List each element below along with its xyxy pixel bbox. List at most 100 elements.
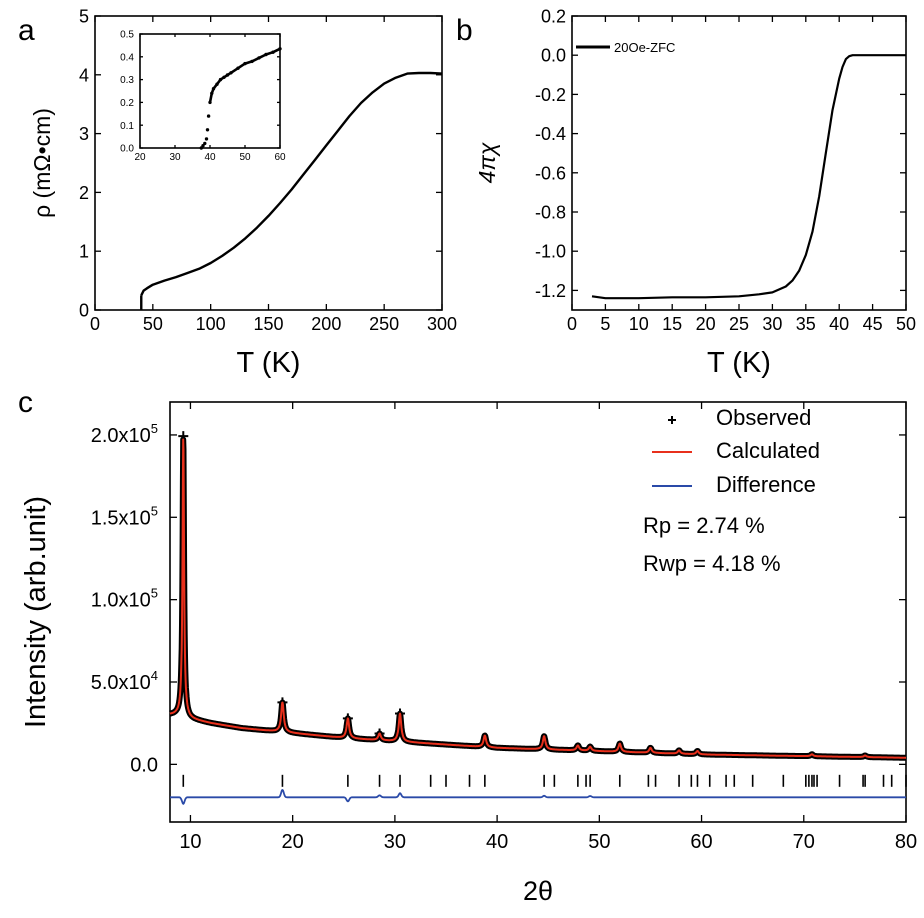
a-inset-y-tick-label: 0.0: [120, 144, 134, 155]
a-inset-y-tick-label: 0.1: [120, 121, 134, 132]
a-y-tick-label: 3: [79, 124, 89, 144]
a-inset-y-tick-label: 0.2: [120, 98, 134, 109]
a-inset-x-tick-label: 30: [169, 152, 181, 163]
b-x-tick-label: 10: [629, 314, 649, 334]
a-x-tick-label: 200: [311, 314, 341, 334]
a-x-tick-label: 150: [253, 314, 283, 334]
b-y-axis-label: 4πχ: [474, 142, 500, 183]
b-x-tick-label: 30: [762, 314, 782, 334]
a-inset-x-tick-label: 50: [239, 152, 251, 163]
a-inset-x-tick-label: 20: [134, 152, 146, 163]
b-x-tick-label: 0: [567, 314, 577, 334]
c-plot-frame: [169, 401, 907, 823]
b-plot-frame: [571, 15, 907, 311]
c-y-tick-exponent: 4: [151, 668, 158, 683]
c-annotation-rp: Rp = 2.74 %: [643, 513, 765, 538]
b-y-tick-label: -0.2: [535, 85, 566, 105]
b-x-tick-label: 45: [863, 314, 883, 334]
c-y-tick-base: 2.0x10: [91, 425, 151, 447]
c-x-tick-label: 60: [690, 831, 712, 853]
c-y-tick-base: 1.5x10: [91, 507, 151, 529]
panel-c: 10 20 30 40 50 60 70 800.05.0x1041.0x1051.5x105…: [18, 386, 917, 906]
a-series-line: [140, 71, 442, 296]
a-y-tick-label: 0: [79, 300, 89, 320]
b-x-tick-label: 20: [696, 314, 716, 334]
c-y-tick-base: 0.0: [130, 754, 158, 776]
b-y-tick-label: -0.8: [535, 202, 566, 222]
a-inset: 20 30 40 50 60 0.0 0.1 0.2 0.3 0.4 0.5: [120, 30, 286, 163]
c-x-tick-label: 10: [179, 831, 201, 853]
c-y-tick-base: 5.0x10: [91, 672, 151, 694]
a-inset-point: [204, 137, 209, 141]
c-legend-label: Calculated: [716, 438, 820, 463]
panel-label-c: c: [18, 386, 33, 419]
c-annotation-rwp: Rwp = 4.18 %: [643, 551, 781, 576]
c-legend-label: Difference: [716, 472, 816, 497]
c-x-tick-label: 20: [282, 831, 304, 853]
c-x-axis-label: 2θ: [523, 876, 553, 906]
a-x-axis-label: T (K): [237, 347, 301, 379]
b-y-tick-label: -1.0: [535, 242, 566, 262]
c-y-axis-label: Intensity (arb.unit): [20, 496, 52, 728]
c-x-tick-label: 40: [486, 831, 508, 853]
a-y-tick-label: 5: [79, 6, 89, 26]
c-y-tick-exponent: 5: [151, 503, 158, 518]
c-y-tick-label: 2.0x105: [91, 421, 158, 447]
b-x-tick-label: 35: [796, 314, 816, 334]
panel-a: 0 50 100 150 200 250 300 0 1 2 3 4 5 a T (K) ρ (mΩ•cm) 2…: [18, 6, 457, 379]
c-y-tick-exponent: 5: [151, 586, 158, 601]
a-inset-y-tick-label: 0.4: [120, 52, 134, 63]
b-x-axis-label: T (K): [707, 347, 771, 379]
a-inset-point: [205, 128, 210, 132]
a-inset-x-tick-label: 60: [274, 152, 286, 163]
b-legend-label: 20Oe-ZFC: [614, 40, 675, 55]
c-calculated-series: [169, 438, 907, 759]
c-legend-observed-marker: [668, 416, 676, 424]
c-y-tick-exponent: 5: [151, 421, 158, 436]
c-y-tick-label: 5.0x104: [91, 668, 158, 694]
a-inset-y-tick-label: 0.3: [120, 75, 134, 86]
panel-b: 0 5 10 15 20 25 30 35 40 45 50 0.2 0.0 -0.2 -0.4 -0.6 -0…: [456, 6, 916, 379]
a-x-tick-label: 100: [196, 314, 226, 334]
b-x-tick-label: 25: [729, 314, 749, 334]
a-x-tick-label: 300: [427, 314, 457, 334]
a-inset-point: [201, 144, 205, 148]
a-inset-line: [208, 47, 281, 103]
c-y-tick-label: 1.5x105: [91, 503, 158, 529]
a-y-axis-label: ρ (mΩ•cm): [29, 108, 55, 218]
b-x-tick-label: 50: [896, 314, 916, 334]
b-y-tick-label: -0.4: [535, 124, 566, 144]
c-y-tick-base: 1.0x10: [91, 590, 151, 612]
a-y-tick-label: 4: [79, 65, 89, 85]
b-y-tick-label: -1.2: [535, 281, 566, 301]
b-x-tick-label: 15: [662, 314, 682, 334]
c-x-tick-label: 70: [793, 831, 815, 853]
a-y-tick-label: 2: [79, 183, 89, 203]
c-y-tick-label: 1.0x105: [91, 586, 158, 612]
b-x-tick-label: 5: [600, 314, 610, 334]
a-x-tick-label: 0: [90, 314, 100, 334]
b-y-tick-label: 0.2: [541, 6, 566, 26]
c-legend: Observed Calculated Difference: [652, 405, 820, 497]
a-inset-x-tick-label: 40: [204, 152, 216, 163]
a-x-tick-label: 50: [143, 314, 163, 334]
a-y-tick-label: 1: [79, 242, 89, 262]
c-difference-series: [169, 789, 907, 805]
panel-label-b: b: [456, 14, 473, 47]
b-x-tick-label: 40: [829, 314, 849, 334]
a-inset-y-tick-label: 0.5: [120, 30, 134, 41]
a-inset-point: [203, 141, 207, 146]
a-x-tick-label: 250: [369, 314, 399, 334]
c-x-tick-label: 30: [384, 831, 406, 853]
b-y-tick-label: 0.0: [541, 46, 566, 66]
c-y-tick-label: 0.0: [130, 754, 158, 776]
a-inset-point: [206, 114, 211, 118]
c-legend-label: Observed: [716, 405, 811, 430]
b-series-line: [591, 54, 906, 300]
a-inset-bg: [140, 34, 280, 148]
c-x-tick-label: 50: [588, 831, 610, 853]
panel-label-a: a: [18, 14, 35, 47]
b-y-tick-label: -0.6: [535, 163, 566, 183]
c-x-tick-label: 80: [895, 831, 917, 853]
